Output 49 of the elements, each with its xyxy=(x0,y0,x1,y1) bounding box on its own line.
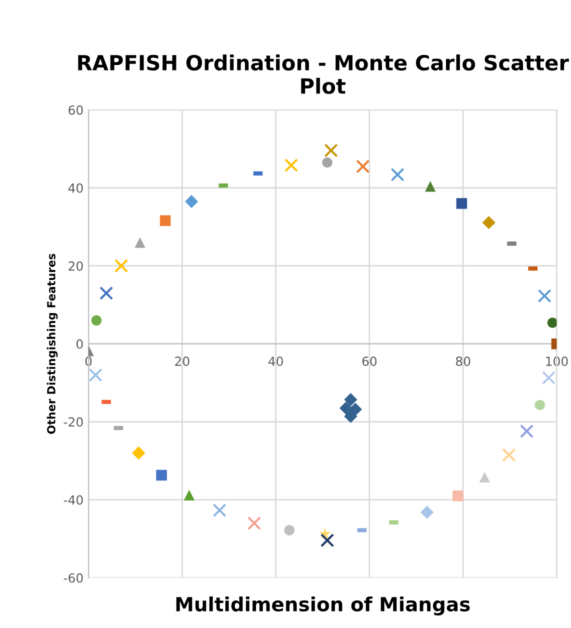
point xyxy=(348,402,362,416)
x-tick-label: 20 xyxy=(175,356,190,366)
point xyxy=(322,157,332,168)
point xyxy=(212,503,226,518)
point xyxy=(320,533,334,548)
point xyxy=(344,392,358,406)
y-tick-label: -60 xyxy=(64,573,83,583)
y-tick-label: 20 xyxy=(68,261,83,271)
y-tick-label: 60 xyxy=(68,105,83,115)
point xyxy=(456,198,468,209)
point xyxy=(324,144,338,158)
point xyxy=(538,289,552,303)
x-tick-label: 100 xyxy=(546,356,568,366)
x-tick-label: 80 xyxy=(456,356,470,366)
point xyxy=(114,259,128,273)
point xyxy=(99,286,114,300)
y-axis-title: Other Distingishing Features xyxy=(46,254,58,434)
point xyxy=(534,400,546,410)
y-tick-label: -20 xyxy=(64,417,83,427)
x-tick-label: 40 xyxy=(268,356,283,366)
chart-title: RAPFISH Ordination - Monte Carlo Scatter Plot xyxy=(78,54,569,94)
point xyxy=(356,160,370,174)
y-tick-label: 40 xyxy=(68,183,83,193)
point xyxy=(156,470,167,481)
point xyxy=(132,446,146,460)
x-axis-title: Multidimension of Miangas xyxy=(176,596,470,616)
point xyxy=(284,525,295,536)
point xyxy=(542,370,556,385)
point xyxy=(91,315,102,326)
point xyxy=(160,215,171,226)
point xyxy=(547,318,557,328)
y-tick-label: -40 xyxy=(64,495,83,505)
point xyxy=(344,410,358,423)
point xyxy=(247,516,262,530)
point xyxy=(479,472,490,483)
point xyxy=(390,168,404,182)
point xyxy=(424,180,436,192)
point xyxy=(452,490,464,502)
point xyxy=(184,194,198,208)
point xyxy=(502,448,516,462)
point xyxy=(134,237,146,248)
point xyxy=(284,158,298,172)
point xyxy=(482,216,496,230)
point xyxy=(420,506,434,519)
x-tick-label: 60 xyxy=(362,356,377,366)
point xyxy=(184,490,195,500)
point xyxy=(88,368,102,382)
point xyxy=(520,424,534,438)
y-tick-label: 0 xyxy=(76,339,83,349)
